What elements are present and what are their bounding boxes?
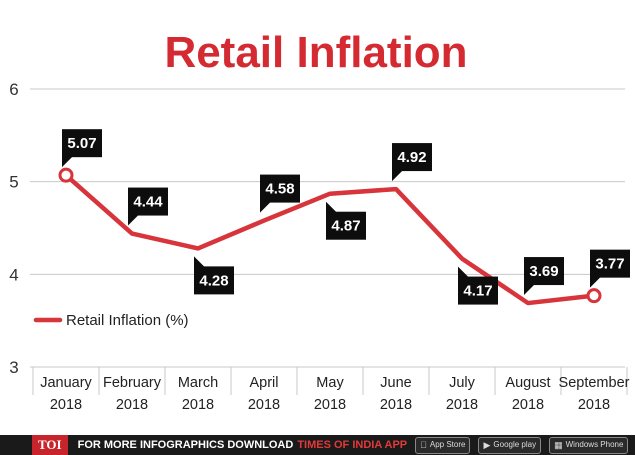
- data-label-text: 5.07: [67, 135, 96, 152]
- y-tick-label-4: 4: [9, 265, 18, 284]
- x-tick-label: June 2018: [380, 375, 412, 413]
- app-store-text: App Store: [423, 440, 466, 449]
- data-label-callout: 4.44: [128, 187, 168, 226]
- x-tick-label: February 2018: [103, 375, 162, 413]
- data-label-box: [524, 257, 564, 286]
- retail-inflation-chart: Retail Inflation 3 4 5 6 January 2018 Februar…: [9, 28, 630, 413]
- x-tick-label: May 2018: [314, 375, 346, 413]
- x-tick-label: January 2018: [40, 375, 92, 413]
- data-label-callout: 4.92: [392, 143, 432, 182]
- footer-message: FOR MORE INFOGRAPHICS DOWNLOAD: [77, 439, 294, 451]
- data-label-text: 4.17: [463, 283, 492, 300]
- windows-phone-text: Windows Phone: [558, 440, 624, 449]
- data-label-callout: 5.07: [62, 129, 102, 168]
- data-label-tail: [128, 213, 140, 226]
- x-tick-label: August 2018: [505, 375, 550, 413]
- footer-banner: TOI FOR MORE INFOGRAPHICS DOWNLOAD TIMES…: [0, 435, 635, 455]
- data-label-tail: [392, 169, 404, 182]
- google-play-icon: ▶: [476, 439, 490, 450]
- x-axis-categories: January 2018 February 2018 March 2018 April 201…: [40, 375, 629, 413]
- data-label-tail: [326, 201, 338, 214]
- grid-lines: [30, 88, 628, 395]
- data-label-callout: 3.77: [590, 249, 630, 288]
- data-label-text: 4.28: [199, 272, 228, 289]
- data-label-tail: [62, 155, 74, 168]
- data-points: [58, 167, 602, 304]
- data-label-tail: [458, 266, 470, 279]
- data-point-marker: [58, 167, 74, 183]
- windows-icon: ▦: [547, 439, 563, 450]
- x-tick-label: July 2018: [446, 375, 478, 413]
- data-label-text: 4.87: [331, 218, 360, 235]
- google-play-badge[interactable]: ▶ Google play: [476, 436, 542, 454]
- toi-logo: TOI: [32, 435, 68, 455]
- footer-brand[interactable]: TIMES OF INDIA APP: [297, 439, 408, 451]
- data-label-box: [392, 143, 432, 172]
- apple-icon: : [420, 440, 427, 450]
- data-label-text: 4.44: [133, 194, 163, 211]
- data-label-text: 4.92: [397, 149, 426, 166]
- x-tick-label: April 2018: [248, 375, 280, 413]
- data-label-box: [62, 129, 102, 158]
- data-point-marker: [586, 288, 602, 304]
- data-label-callout: 3.69: [524, 257, 564, 296]
- data-label-text: 3.69: [529, 263, 558, 280]
- y-tick-label-5: 5: [9, 173, 18, 192]
- y-tick-label-6: 6: [9, 80, 18, 99]
- data-label-tail: [260, 200, 272, 213]
- data-label-box: [194, 266, 234, 295]
- x-tick-label: March 2018: [178, 375, 218, 413]
- data-label-box: [260, 174, 300, 203]
- y-tick-label-3: 3: [9, 358, 18, 377]
- data-label-box: [128, 187, 168, 216]
- data-label-box: [590, 249, 630, 278]
- data-label-callout: 4.17: [458, 266, 498, 305]
- data-label-tail: [590, 275, 602, 288]
- data-label-callout: 4.58: [260, 174, 300, 213]
- data-label-text: 4.58: [265, 181, 294, 198]
- windows-phone-badge[interactable]: ▦ Windows Phone: [547, 436, 629, 454]
- data-label-box: [458, 276, 498, 305]
- y-axis-ticks: 3 4 5 6: [9, 80, 18, 377]
- data-labels: 5.07 4.44 4.28 4.58 4.87 4.92 4.17 3.69 3.77: [62, 129, 630, 305]
- data-label-tail: [194, 256, 206, 269]
- data-label-box: [326, 211, 366, 240]
- google-play-text: Google play: [486, 440, 536, 449]
- data-label-text: 3.77: [595, 256, 624, 273]
- app-store-badge[interactable]:  App Store: [415, 436, 471, 454]
- data-label-tail: [524, 283, 536, 296]
- data-label-callout: 4.28: [194, 256, 234, 295]
- data-label-callout: 4.87: [326, 201, 366, 240]
- legend: Retail Inflation (%): [33, 312, 189, 329]
- x-tick-label: September 2018: [559, 375, 630, 413]
- series-line-retail-inflation: [63, 172, 597, 306]
- legend-label: Retail Inflation (%): [66, 312, 189, 329]
- chart-title: Retail Inflation: [164, 28, 467, 77]
